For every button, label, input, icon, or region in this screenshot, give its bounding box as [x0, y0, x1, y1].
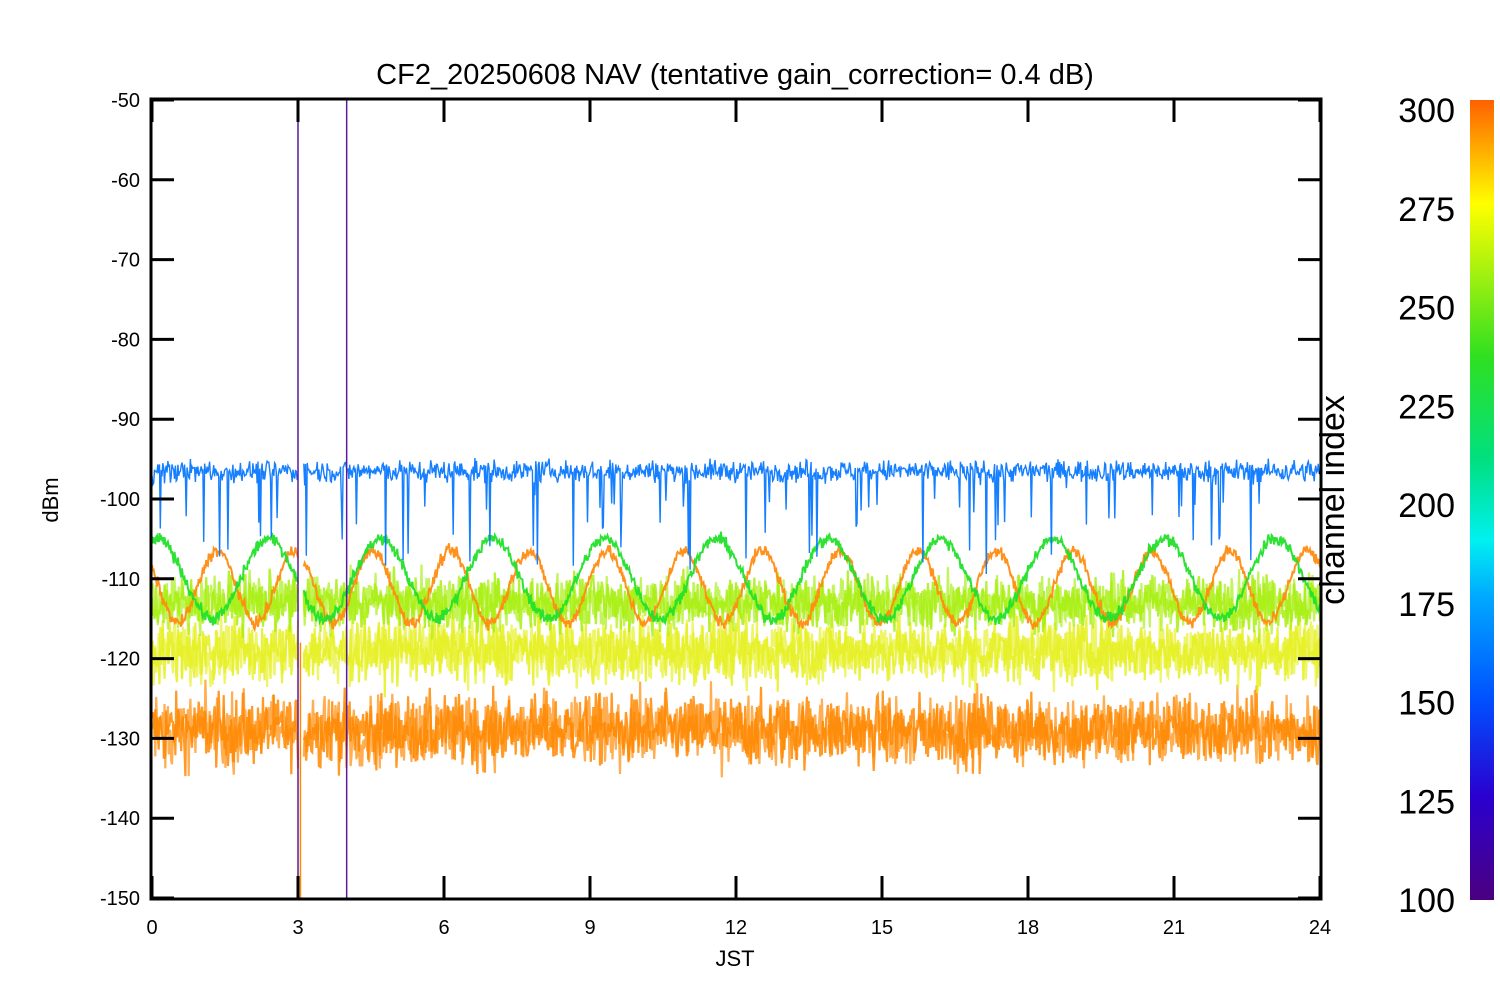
- y-tick-label: -70: [111, 250, 140, 272]
- y-tick-label: -150: [100, 888, 140, 910]
- y-axis-label: dBm: [38, 477, 63, 522]
- y-tick-label: -130: [100, 728, 140, 750]
- x-tick-label: 21: [1163, 917, 1185, 939]
- colorbar-ticks: 300 275 250 225 200 175 150 125 100: [1398, 92, 1455, 920]
- series-line-235: [152, 531, 1320, 626]
- colorbar-tick-label: 200: [1398, 487, 1455, 525]
- colorbar: [1470, 100, 1494, 900]
- y-tick-label: -80: [111, 329, 140, 351]
- colorbar-tick-label: 300: [1398, 92, 1455, 130]
- x-tick-label: 9: [584, 917, 595, 939]
- colorbar-tick-label: 250: [1398, 290, 1455, 328]
- series-line-285-b: [152, 679, 1320, 778]
- x-tick-label: 3: [292, 917, 303, 939]
- y-tick-label: -140: [100, 808, 140, 830]
- colorbar-tick-label: 150: [1398, 685, 1455, 723]
- colorbar-tick-label: 275: [1398, 191, 1455, 229]
- x-tick-label: 6: [438, 917, 449, 939]
- x-tick-label: 0: [146, 917, 157, 939]
- y-tick-label: -100: [100, 489, 140, 511]
- y-tick-label: -60: [111, 170, 140, 192]
- y-tick-label: -50: [111, 90, 140, 112]
- colorbar-tick-label: 100: [1398, 882, 1455, 920]
- colorbar-tick-label: 225: [1398, 388, 1455, 426]
- y-axis: -50 -60 -70 -80 -90 -100 -110 -120 -130 -140 -150: [100, 90, 1320, 910]
- chart-title: CF2_20250608 NAV (tentative gain_correct…: [376, 59, 1094, 91]
- series-line-155: [152, 458, 1320, 575]
- colorbar-tick-label: 125: [1398, 783, 1455, 821]
- plot-frame: [149, 97, 1323, 901]
- x-tick-label: 12: [725, 917, 747, 939]
- colorbar-tick-label: 175: [1398, 586, 1455, 624]
- x-tick-label: 15: [871, 917, 893, 939]
- series-layer: [152, 458, 1320, 778]
- y-tick-label: -90: [111, 409, 140, 431]
- spike-layer: [297, 100, 348, 898]
- x-axis: 0 3 6 9 12 15 18 21 24: [146, 100, 1331, 939]
- series-line-270-b: [152, 608, 1320, 693]
- x-axis-label: JST: [715, 946, 754, 971]
- x-tick-label: 18: [1017, 917, 1039, 939]
- x-tick-label: 24: [1309, 917, 1331, 939]
- colorbar-label: channel index: [1314, 395, 1352, 605]
- y-tick-label: -120: [100, 649, 140, 671]
- y-tick-label: -110: [101, 569, 140, 591]
